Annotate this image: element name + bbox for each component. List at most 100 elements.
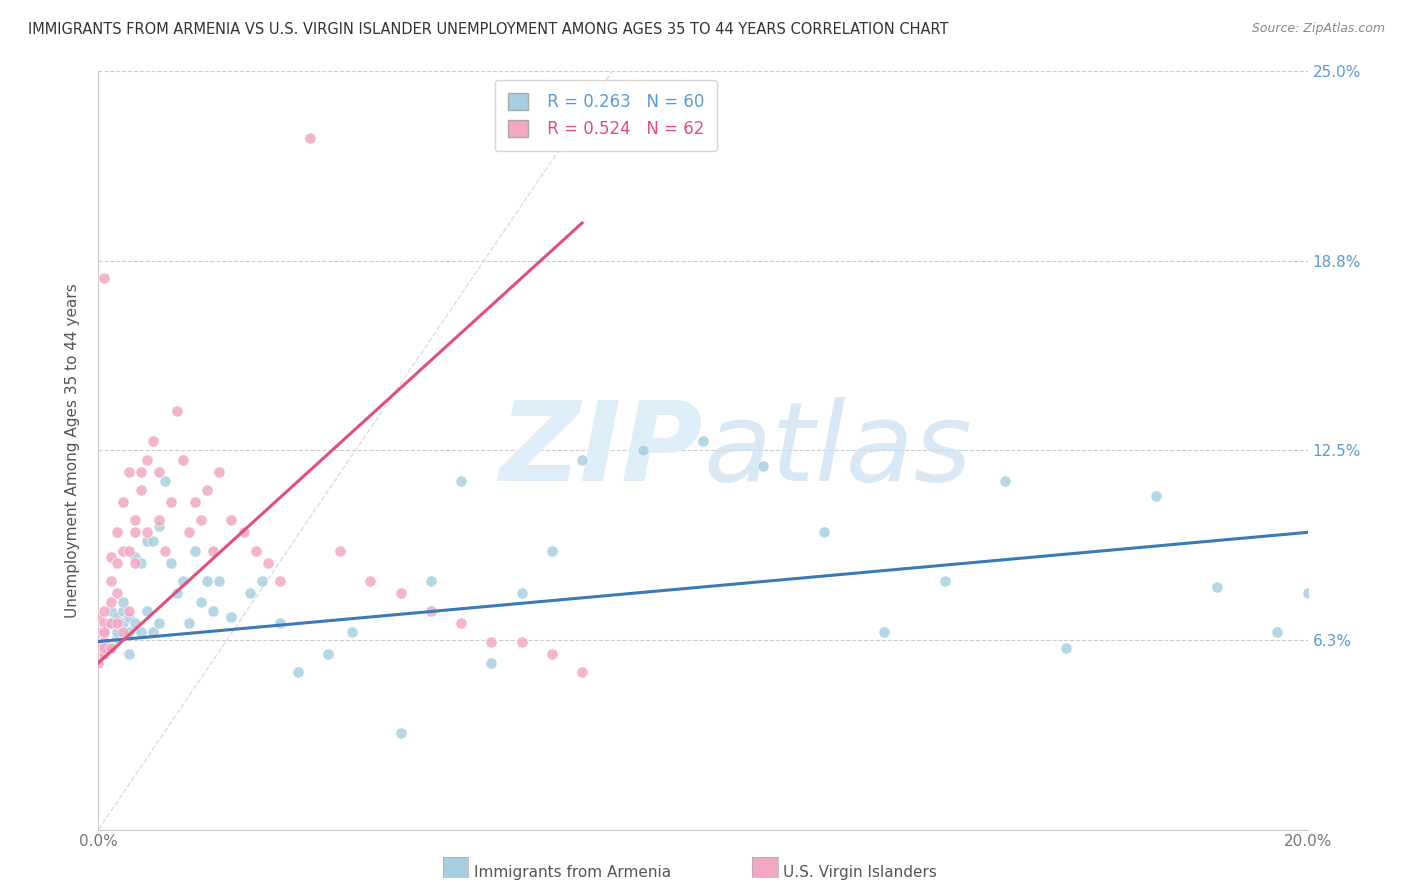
Point [100, 604, 122, 618]
Point [93, 647, 115, 661]
Point [87, 610, 110, 624]
Point [540, 543, 562, 558]
Point [389, 725, 412, 739]
Point [105, 525, 128, 540]
Point [269, 574, 291, 588]
Point [389, 586, 412, 600]
Point [221, 610, 243, 624]
Point [190, 595, 212, 609]
Point [510, 586, 533, 600]
Point [93, 604, 115, 618]
Point [105, 556, 128, 570]
Point [135, 452, 157, 467]
Point [118, 610, 141, 624]
Point [571, 665, 593, 679]
Text: atlas: atlas [703, 397, 972, 504]
Point [93, 270, 115, 285]
Point [118, 625, 141, 640]
Point [111, 604, 134, 618]
Point [752, 458, 775, 473]
Point [118, 543, 141, 558]
Point [153, 543, 176, 558]
Point [105, 632, 128, 646]
Point [124, 549, 146, 564]
Point [239, 586, 262, 600]
Point [100, 549, 122, 564]
Point [124, 556, 146, 570]
Point [299, 131, 322, 145]
Point [87, 625, 110, 640]
Point [118, 604, 141, 618]
Point [135, 525, 157, 540]
Point [93, 640, 115, 655]
Point [450, 616, 472, 631]
Point [111, 625, 134, 640]
Point [202, 543, 225, 558]
Point [105, 625, 128, 640]
Text: U.S. Virgin Islanders: U.S. Virgin Islanders [783, 865, 936, 880]
Point [93, 616, 115, 631]
Point [269, 616, 291, 631]
Point [93, 625, 115, 640]
Point [420, 604, 443, 618]
Point [142, 625, 165, 640]
Point [208, 574, 231, 588]
Point [450, 474, 472, 488]
Point [250, 574, 273, 588]
Point [118, 647, 141, 661]
Point [481, 634, 503, 648]
Point [202, 604, 225, 618]
Point [481, 656, 503, 670]
Point [813, 525, 835, 540]
Point [118, 465, 141, 479]
Point [1296, 586, 1319, 600]
Point [160, 495, 183, 509]
Point [184, 543, 207, 558]
Point [148, 519, 170, 533]
Point [129, 625, 152, 640]
Point [329, 543, 352, 558]
Point [934, 574, 956, 588]
Point [135, 604, 157, 618]
Point [135, 534, 157, 549]
Point [166, 586, 188, 600]
Point [360, 574, 382, 588]
Point [105, 610, 128, 624]
Point [342, 625, 364, 640]
Point [256, 556, 278, 570]
Point [93, 634, 115, 648]
Point [129, 465, 152, 479]
Point [873, 625, 896, 640]
Point [100, 616, 122, 631]
Point [148, 465, 170, 479]
Point [510, 634, 533, 648]
Point [93, 625, 115, 640]
Point [195, 483, 218, 497]
Point [221, 513, 243, 527]
Point [540, 647, 562, 661]
Point [142, 534, 165, 549]
Point [160, 556, 183, 570]
Point [195, 574, 218, 588]
Text: Immigrants from Armenia: Immigrants from Armenia [474, 865, 671, 880]
Point [100, 616, 122, 631]
Point [166, 404, 188, 418]
Point [316, 647, 339, 661]
Point [129, 483, 152, 497]
Point [1054, 640, 1077, 655]
Text: Source: ZipAtlas.com: Source: ZipAtlas.com [1251, 22, 1385, 36]
Point [994, 474, 1017, 488]
Point [179, 525, 201, 540]
Point [100, 640, 122, 655]
Point [232, 525, 254, 540]
Point [93, 634, 115, 648]
Point [124, 525, 146, 540]
Point [287, 665, 309, 679]
Text: ZIP: ZIP [499, 397, 703, 504]
Point [105, 586, 128, 600]
Point [571, 452, 593, 467]
Point [129, 556, 152, 570]
Point [153, 474, 176, 488]
Point [111, 616, 134, 631]
Legend:  R = 0.263   N = 60,  R = 0.524   N = 62: R = 0.263 N = 60, R = 0.524 N = 62 [495, 79, 717, 151]
